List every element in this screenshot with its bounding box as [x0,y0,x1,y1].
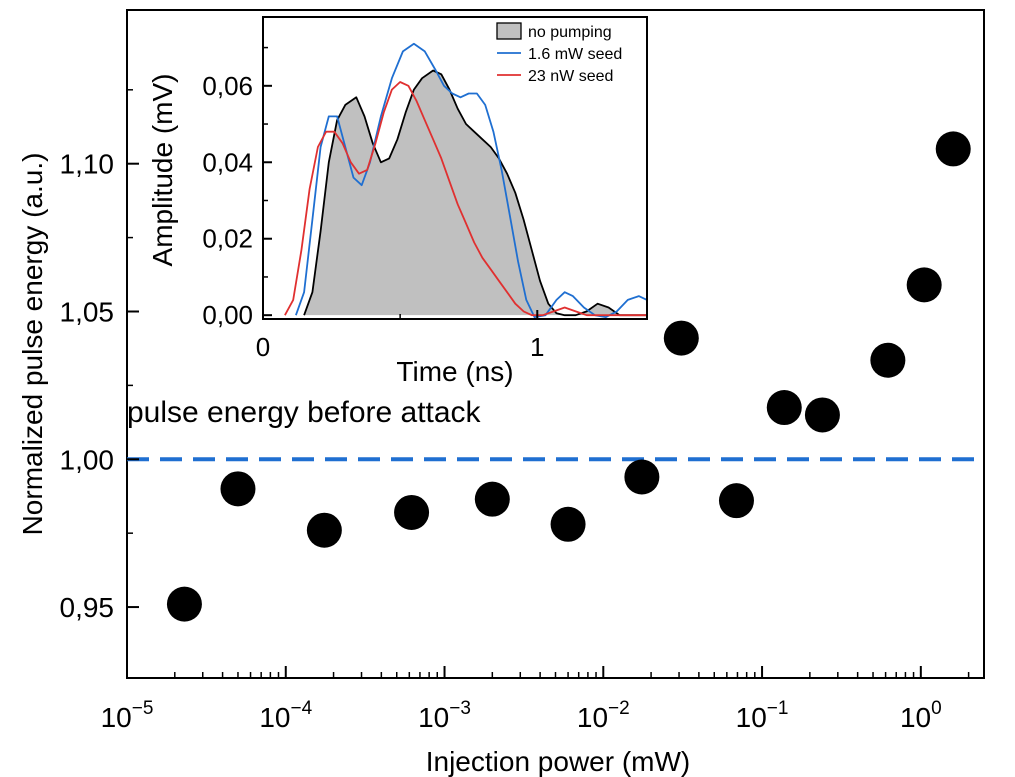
main-plot: pulse energy before attack 10−5 10−4 10−3 1… [17,9,985,777]
data-point [474,481,510,517]
main-data-points [166,131,971,622]
inset-y-tick-label: 0,04 [202,147,253,177]
data-point [306,512,342,548]
inset-y-tick-label: 0,06 [202,71,253,101]
data-point [624,459,660,495]
x-tick-label: 10−2 [577,698,630,733]
inset-x-tick-label: 1 [530,332,544,362]
inset-plot-frame [262,16,648,320]
x-tick-base: 10 [736,702,767,733]
inset-legend: no pumping 1.6 mW seed 23 nW seed [496,22,622,85]
data-point [804,397,840,433]
x-tick-base: 10 [577,702,608,733]
x-tick-label: 100 [900,698,942,733]
data-point [220,471,256,507]
inset-series [284,42,648,318]
inset-y-tick-label: 0,00 [202,300,253,330]
x-tick-exponent: −1 [767,698,789,719]
x-tick-exponent: −4 [291,698,313,719]
x-tick-exponent: −5 [132,698,154,719]
x-tick-label: 10−1 [736,698,789,733]
inset-y-axis-title: Amplitude (mV) [147,74,178,267]
main-y-ticks: 0,95 1,00 1,05 1,10 [60,89,139,623]
x-tick-exponent: 0 [931,698,942,719]
x-tick-exponent: −2 [608,698,630,719]
y-tick-label: 1,00 [60,444,115,475]
inset-x-axis-title: Time (ns) [396,356,513,387]
x-tick-label: 10−3 [418,698,471,733]
x-tick-base: 10 [418,702,449,733]
data-point [870,342,906,378]
x-tick-base: 10 [259,702,290,733]
x-tick-label: 10−4 [259,698,312,733]
x-tick-base: 10 [101,702,132,733]
y-tick-label: 0,95 [60,592,115,623]
main-x-axis-title: Injection power (mW) [426,746,691,777]
x-tick-label: 10−5 [101,698,154,733]
legend-label: 1.6 mW seed [528,46,622,63]
inset-x-tick-label: 0 [256,332,270,362]
x-tick-base: 10 [900,702,931,733]
reference-line-label: pulse energy before attack [127,396,482,429]
data-point [935,131,971,167]
series-area-no-pumping [304,70,647,316]
y-tick-label: 1,10 [60,149,115,180]
y-tick-label: 1,05 [60,296,115,327]
series-line-no-pumping [303,69,647,317]
legend-swatch [496,22,522,40]
data-point [166,586,202,622]
data-point [766,390,802,426]
data-point [550,506,586,542]
legend-label: no pumping [528,24,612,41]
main-x-ticks: 10−5 10−4 10−3 10−2 10−1 100 [101,666,970,733]
series-line [284,81,647,317]
data-point [718,483,754,519]
main-y-axis-title: Normalized pulse energy (a.u.) [17,153,48,536]
x-tick-exponent: −3 [449,698,471,719]
data-point [394,494,430,530]
legend-label: 23 nW seed [528,68,613,85]
inset-y-ticks: 0,00 0,02 0,04 0,06 [202,46,272,330]
data-point [906,267,942,303]
inset-y-tick-label: 0,02 [202,224,253,254]
data-point [663,320,699,356]
